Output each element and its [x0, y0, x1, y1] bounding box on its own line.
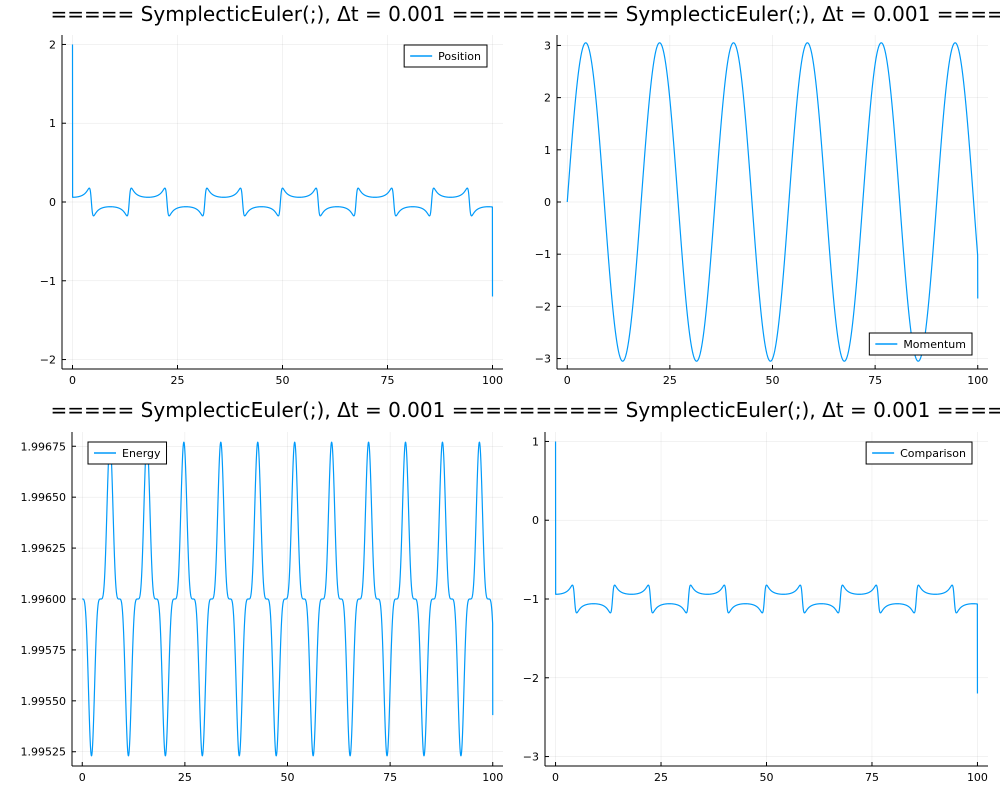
x-tick-label: 75	[868, 374, 882, 387]
x-tick-label: 0	[552, 771, 559, 784]
x-tick-label: 50	[766, 374, 780, 387]
y-tick-label: 0	[532, 514, 539, 527]
x-tick-label: 50	[760, 771, 774, 784]
x-tick-label: 100	[967, 374, 988, 387]
y-tick-label: 3	[544, 39, 551, 52]
x-tick-label: 0	[79, 771, 86, 784]
y-tick-label: 1.99575	[21, 644, 67, 657]
y-tick-label: 2	[544, 92, 551, 105]
legend: Momentum	[868, 332, 973, 356]
legend-box	[865, 441, 973, 465]
x-tick-label: 100	[967, 771, 988, 784]
y-tick-label: −2	[40, 354, 56, 367]
y-tick-label: 2	[49, 38, 56, 51]
series-line	[71, 44, 494, 297]
y-tick-label: −1	[535, 248, 551, 261]
series-line	[566, 42, 979, 362]
panel-title: ===== SymplecticEuler(;), Δt = 0.001 ===…	[536, 2, 1000, 26]
y-tick-label: 1	[544, 144, 551, 157]
legend-label: Comparison	[900, 447, 966, 460]
panel-energy: ===== SymplecticEuler(;), Δt = 0.001 ===…	[21, 398, 536, 784]
x-tick-label: 100	[482, 771, 503, 784]
legend-box	[403, 44, 488, 68]
legend-label: Position	[438, 50, 481, 63]
y-tick-label: 0	[544, 196, 551, 209]
x-tick-label: 50	[281, 771, 295, 784]
y-tick-label: −1	[523, 593, 539, 606]
y-tick-label: 1.99550	[21, 695, 67, 708]
y-tick-label: 1.99600	[21, 593, 67, 606]
x-tick-label: 50	[276, 374, 290, 387]
x-tick-label: 25	[663, 374, 677, 387]
legend-box	[868, 332, 973, 356]
y-tick-label: 1	[532, 435, 539, 448]
x-tick-label: 75	[383, 771, 397, 784]
y-tick-label: 1.99675	[21, 440, 67, 453]
panel-comparison: ===== SymplecticEuler(;), Δt = 0.001 ===…	[523, 398, 1000, 784]
y-tick-label: −1	[40, 275, 56, 288]
y-tick-label: −2	[523, 672, 539, 685]
panel-position: ===== SymplecticEuler(;), Δt = 0.001 ===…	[40, 2, 536, 387]
legend-label: Momentum	[903, 338, 966, 351]
x-tick-label: 100	[482, 374, 503, 387]
panel-title: ===== SymplecticEuler(;), Δt = 0.001 ===…	[51, 2, 536, 26]
panel-momentum: ===== SymplecticEuler(;), Δt = 0.001 ===…	[535, 2, 1000, 387]
y-tick-label: −3	[523, 751, 539, 764]
x-tick-label: 75	[865, 771, 879, 784]
x-tick-label: 25	[178, 771, 192, 784]
y-tick-label: 1	[49, 117, 56, 130]
panel-title: ===== SymplecticEuler(;), Δt = 0.001 ===…	[536, 398, 1000, 422]
legend: Comparison	[865, 441, 973, 465]
panel-title: ===== SymplecticEuler(;), Δt = 0.001 ===…	[51, 398, 536, 422]
y-tick-label: 0	[49, 196, 56, 209]
x-tick-label: 75	[381, 374, 395, 387]
y-tick-label: 1.99525	[21, 746, 67, 759]
legend-label: Energy	[122, 447, 161, 460]
y-tick-label: 1.99650	[21, 491, 67, 504]
legend-box	[87, 441, 168, 465]
y-tick-label: −2	[535, 300, 551, 313]
series-line	[81, 441, 494, 757]
x-tick-label: 0	[69, 374, 76, 387]
x-tick-label: 25	[171, 374, 185, 387]
legend: Position	[403, 44, 488, 68]
y-tick-label: 1.99625	[21, 542, 67, 555]
y-tick-label: −3	[535, 353, 551, 366]
x-tick-label: 25	[654, 771, 668, 784]
x-tick-label: 0	[564, 374, 571, 387]
series-line	[554, 441, 979, 694]
legend: Energy	[87, 441, 168, 465]
